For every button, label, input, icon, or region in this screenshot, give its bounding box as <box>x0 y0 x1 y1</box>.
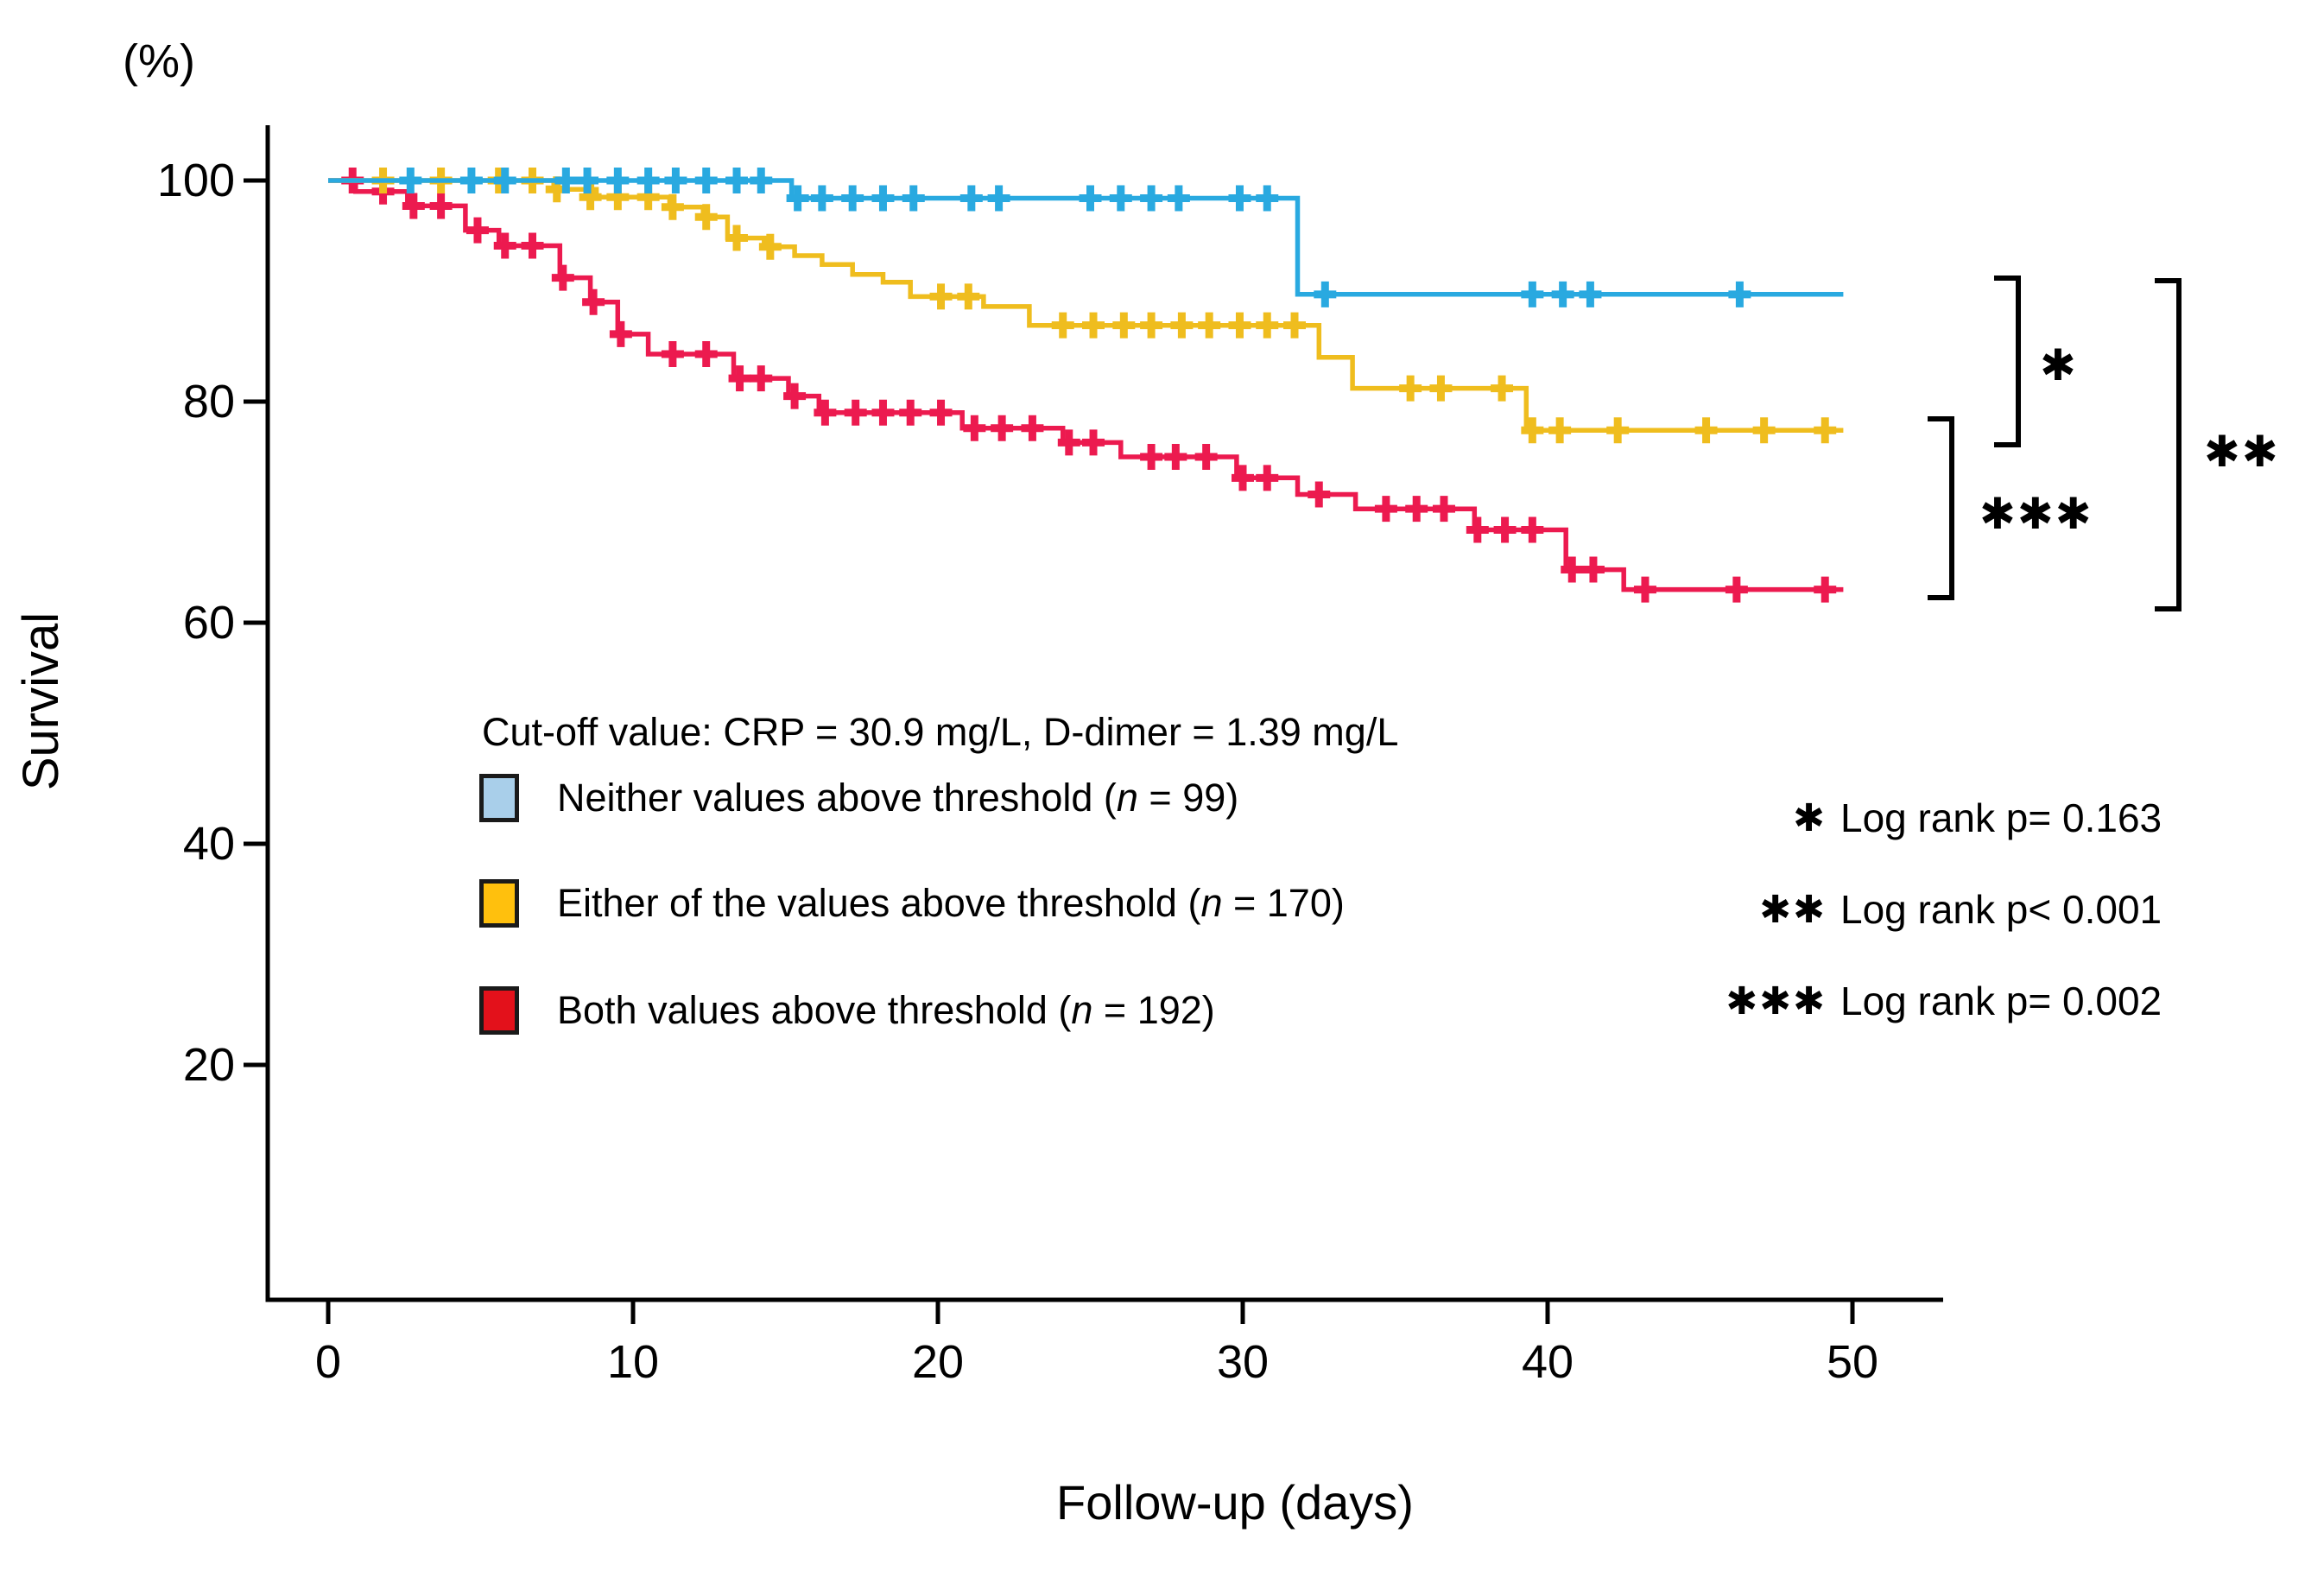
y-axis-unit-label: (%) <box>123 35 195 87</box>
y-tick-label: 100 <box>156 155 235 206</box>
x-tick-label: 30 <box>1216 1336 1270 1388</box>
y-tick-label: 40 <box>182 818 235 870</box>
log-rank-label: Log rank p< 0.001 <box>1840 887 2163 932</box>
cutoff-note: Cut-off value: CRP = 30.9 mg/L, D-dimer … <box>482 710 1399 754</box>
y-tick-label: 20 <box>182 1039 235 1091</box>
bracket-significance-stars: ✱✱ <box>2204 427 2280 477</box>
log-rank-row: ✱✱ Log rank p< 0.001 <box>1688 882 2162 937</box>
x-tick-label: 20 <box>911 1336 965 1388</box>
significance-stars: ✱✱ <box>1759 887 1827 932</box>
legend-label: Either of the values above threshold (n … <box>557 881 1345 925</box>
log-rank-label: Log rank p= 0.002 <box>1840 979 2163 1023</box>
legend-swatch <box>479 879 519 928</box>
km-curve-either-of-the-values-above-threshold <box>328 178 1844 434</box>
log-rank-label: Log rank p= 0.163 <box>1840 795 2163 840</box>
bracket-significance-stars: ✱✱✱ <box>1979 489 2093 539</box>
legend-label: Both values above threshold (n = 192) <box>557 988 1215 1032</box>
x-tick-label: 50 <box>1826 1336 1879 1388</box>
km-curve-both-values-above-threshold <box>328 178 1844 592</box>
log-rank-row: ✱✱✱ Log rank p= 0.002 <box>1688 973 2162 1029</box>
comparison-bracket <box>2155 278 2182 611</box>
legend-swatch <box>479 986 519 1035</box>
x-tick-label: 0 <box>314 1336 342 1388</box>
y-tick-label: 80 <box>182 376 235 428</box>
bracket-significance-stars: ✱ <box>2040 340 2078 390</box>
comparison-bracket <box>1928 416 1954 600</box>
x-tick-label: 40 <box>1521 1336 1574 1388</box>
legend-item-either-of-the-values-above-threshold: Either of the values above threshold (n … <box>479 877 1345 930</box>
legend-item-neither-values-above-threshold: Neither values above threshold (n = 99) <box>479 771 1238 825</box>
y-tick-label: 60 <box>182 597 235 649</box>
significance-stars: ✱✱✱ <box>1726 979 1827 1023</box>
legend-item-both-values-above-threshold: Both values above threshold (n = 192) <box>479 984 1215 1037</box>
legend-swatch <box>479 774 519 822</box>
comparison-bracket <box>1994 276 2021 447</box>
log-rank-row: ✱ Log rank p= 0.163 <box>1688 790 2162 846</box>
axis-lines <box>265 125 1943 1302</box>
x-tick-label: 10 <box>606 1336 660 1388</box>
x-axis-title: Follow-up (days) <box>1056 1475 1414 1530</box>
significance-stars: ✱ <box>1793 795 1827 840</box>
y-axis-title: Survival <box>13 611 69 791</box>
legend-label: Neither values above threshold (n = 99) <box>557 776 1239 820</box>
